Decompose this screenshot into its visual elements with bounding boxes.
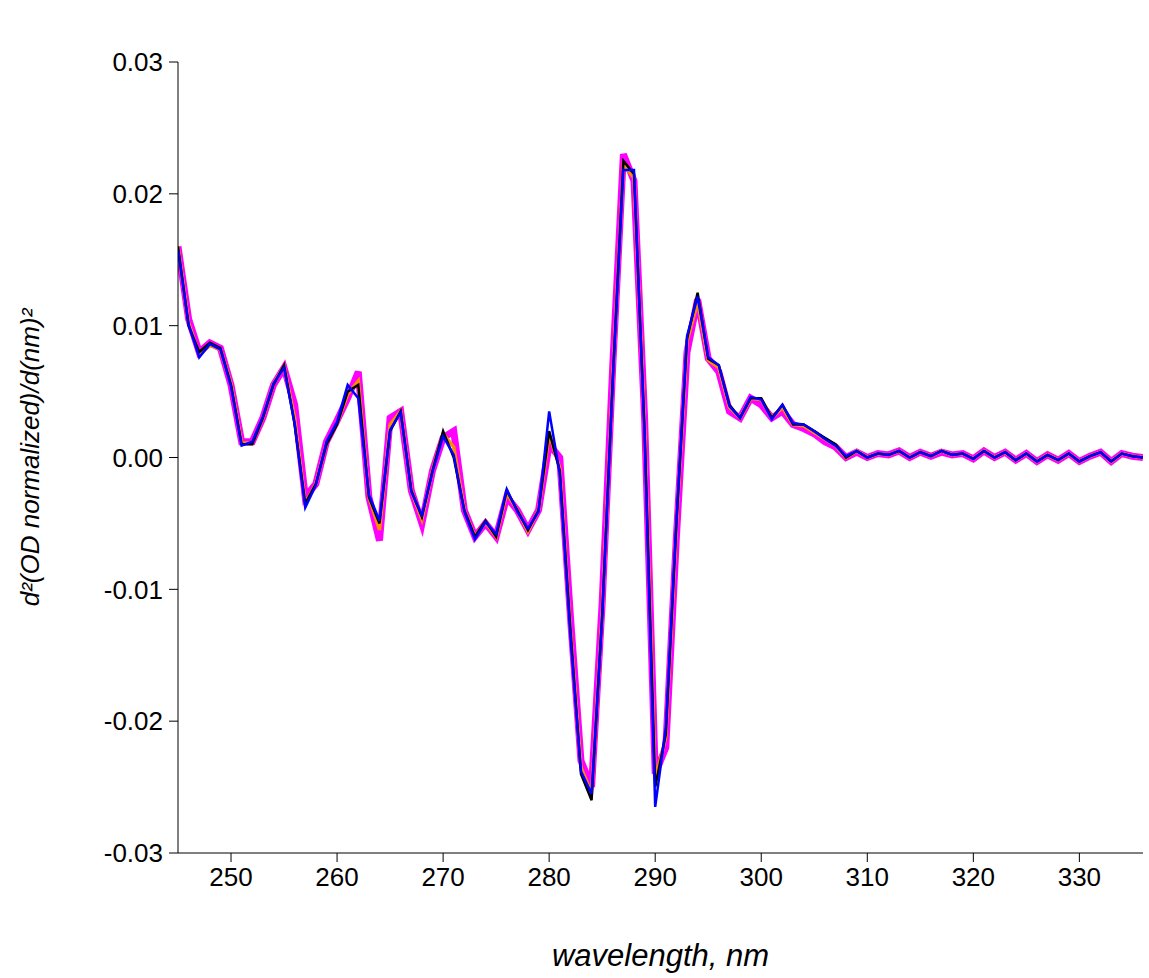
svg-text:310: 310 (846, 862, 889, 892)
svg-text:wavelength, nm: wavelength, nm (552, 938, 769, 973)
svg-text:260: 260 (315, 862, 358, 892)
svg-text:300: 300 (740, 862, 783, 892)
svg-text:0.02: 0.02 (112, 179, 163, 209)
svg-text:-0.02: -0.02 (104, 706, 163, 736)
svg-text:280: 280 (527, 862, 570, 892)
svg-text:0.03: 0.03 (112, 47, 163, 77)
svg-text:-0.01: -0.01 (104, 575, 163, 605)
svg-text:-0.03: -0.03 (104, 838, 163, 868)
svg-text:250: 250 (209, 862, 252, 892)
svg-text:0.01: 0.01 (112, 311, 163, 341)
svg-text:330: 330 (1058, 862, 1101, 892)
svg-text:d²(OD normalized)/d(nm)²: d²(OD normalized)/d(nm)² (15, 307, 45, 606)
svg-text:270: 270 (421, 862, 464, 892)
svg-text:320: 320 (952, 862, 995, 892)
svg-text:290: 290 (634, 862, 677, 892)
svg-text:0.00: 0.00 (112, 443, 163, 473)
